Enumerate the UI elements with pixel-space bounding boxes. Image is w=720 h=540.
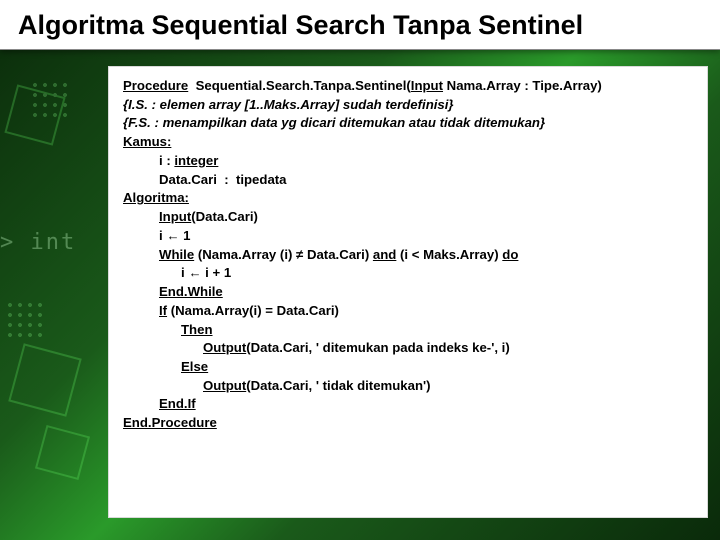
kw-input: Input (411, 78, 443, 93)
pseudocode-block: Procedure Sequential.Search.Tanpa.Sentin… (108, 66, 708, 518)
fs-comment: {F.S. : menampilkan data yg dicari ditem… (123, 114, 697, 133)
arrow-icon: ← (188, 265, 201, 280)
output-found: (Data.Cari, ' ditemukan pada indeks ke-'… (246, 340, 510, 355)
kw-else: Else (123, 358, 697, 377)
kw-endprocedure: End.Procedure (123, 414, 697, 433)
incr-right: i + 1 (202, 265, 232, 280)
var-i: i : (159, 153, 174, 168)
assign-i-right: 1 (180, 228, 191, 243)
is-comment: {I.S. : elemen array [1..Maks.Array] sud… (123, 96, 697, 115)
kw-input-call: Input (159, 209, 191, 224)
input-arg: (Data.Cari) (191, 209, 258, 224)
while-cond2: (i < Maks.Array) (396, 247, 502, 262)
kw-then: Then (123, 321, 697, 340)
output-notfound: (Data.Cari, ' tidak ditemukan') (246, 378, 430, 393)
kw-output-1: Output (203, 340, 246, 355)
kw-and: and (373, 247, 396, 262)
var-datacari: Data.Cari : tipedata (123, 171, 697, 190)
if-cond: (Nama.Array(i) = Data.Cari) (167, 303, 339, 318)
while-cond1: (Nama.Array (i) ≠ Data.Cari) (194, 247, 373, 262)
kamus-header: Kamus: (123, 133, 697, 152)
algoritma-header: Algoritma: (123, 189, 697, 208)
kw-endif: End.If (123, 395, 697, 414)
arrow-icon: ← (166, 228, 179, 243)
kw-while: While (159, 247, 194, 262)
kw-if: If (159, 303, 167, 318)
proc-name: Sequential.Search.Tanpa.Sentinel (196, 78, 407, 93)
kw-do: do (502, 247, 518, 262)
slide-title: Algoritma Sequential Search Tanpa Sentin… (0, 0, 720, 50)
content-panel: Procedure Sequential.Search.Tanpa.Sentin… (108, 66, 708, 518)
var-i-type: integer (174, 153, 218, 168)
kw-endwhile: End.While (123, 283, 697, 302)
kw-procedure: Procedure (123, 78, 188, 93)
background-code-text: > int (0, 230, 76, 255)
kw-output-2: Output (203, 378, 246, 393)
proc-params: Nama.Array : Tipe.Array) (443, 78, 602, 93)
